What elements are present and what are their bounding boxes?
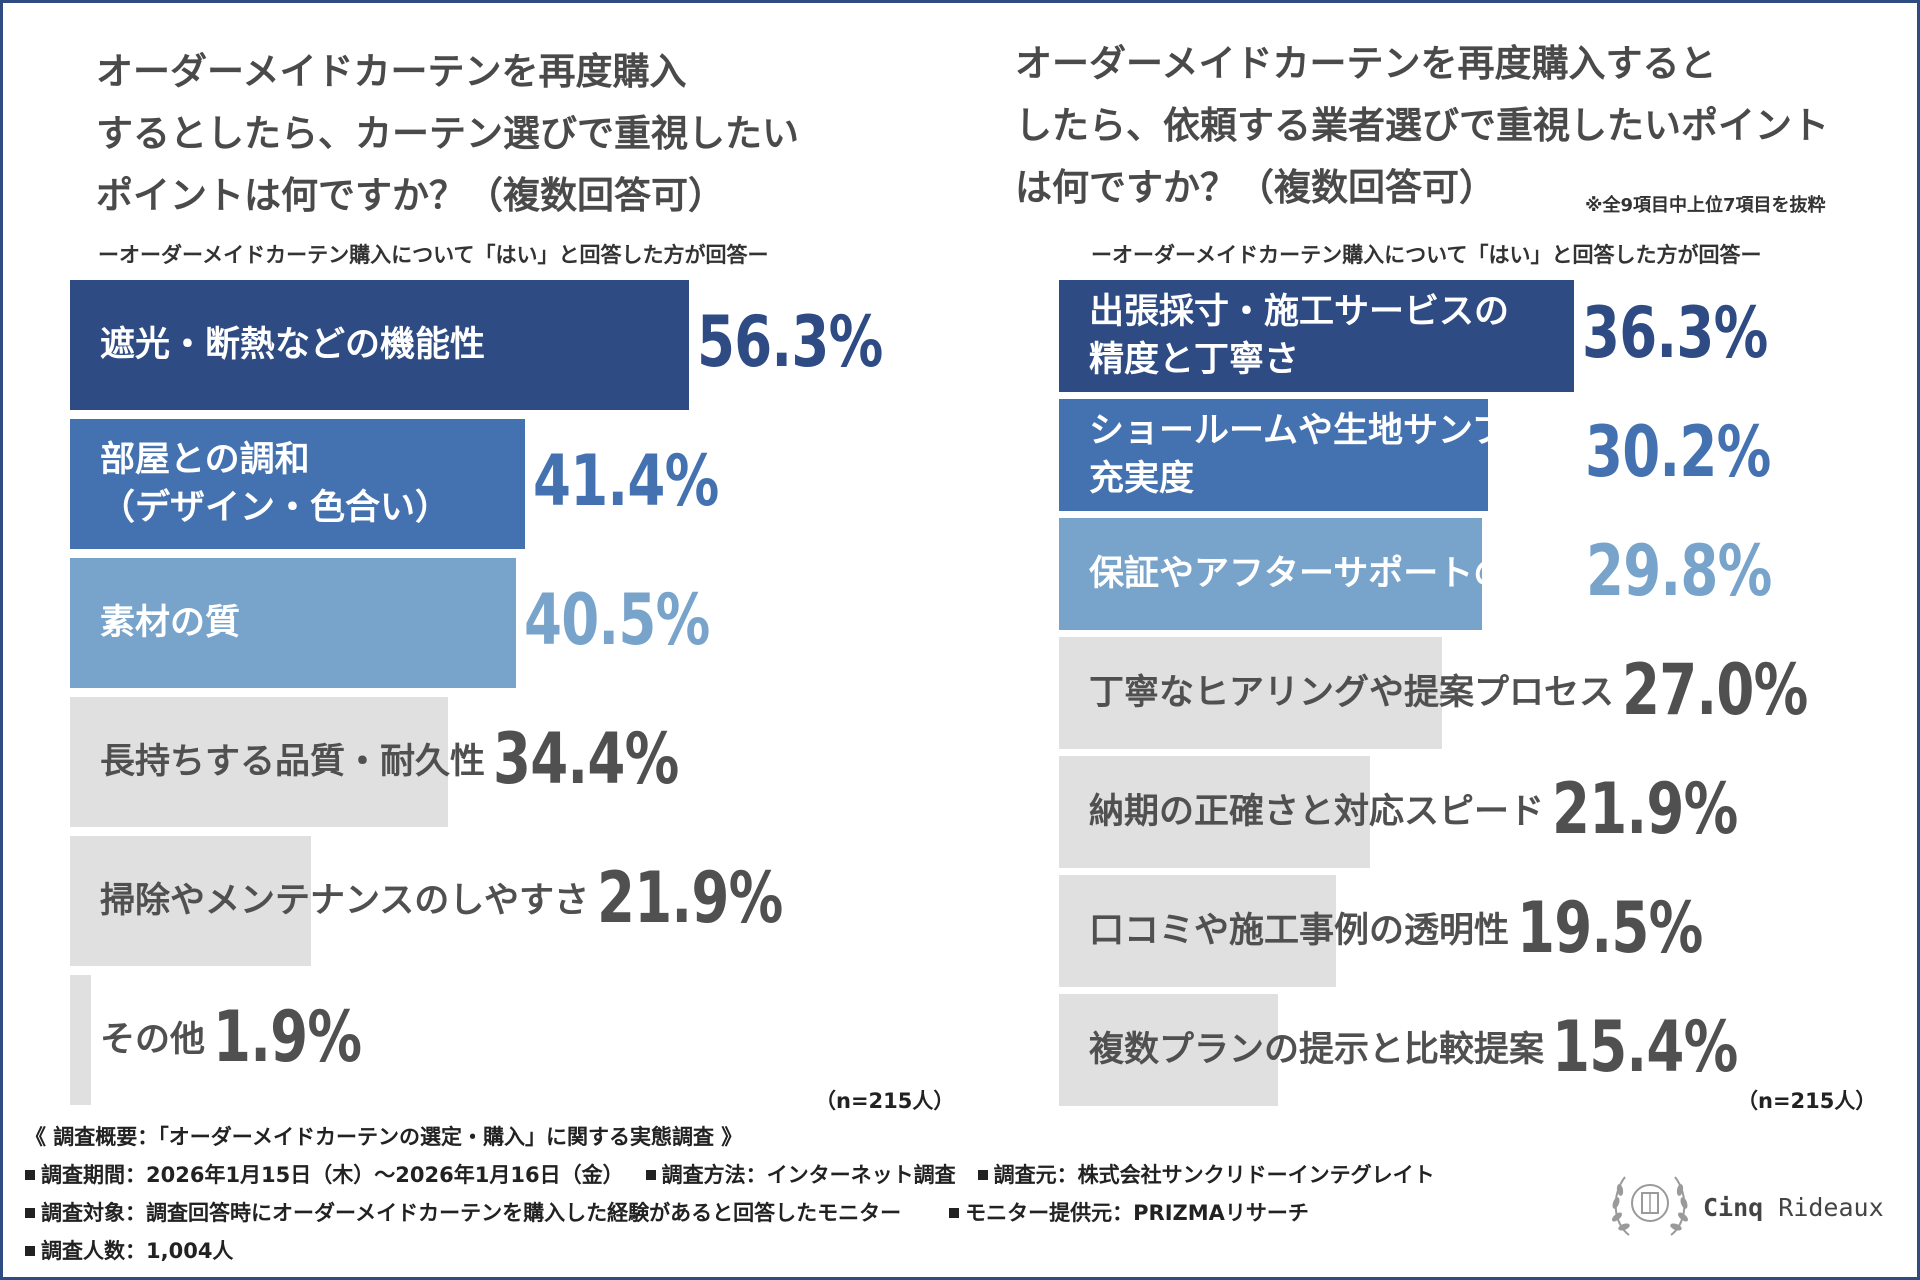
bar-category-label: 丁寧なヒアリングや提案プロセス xyxy=(1089,673,1615,713)
bar-value-label: 21.9% xyxy=(597,857,783,939)
chart-bar xyxy=(70,975,91,1105)
bar-value-label: 56.3% xyxy=(697,301,883,383)
survey-method: 調査方法：インターネット調査 xyxy=(661,1163,956,1187)
bullet-square-icon xyxy=(645,1169,656,1180)
left-bar-chart: 遮光・断熱などの機能性 56.3% 部屋との調和 （デザイン・色合い） 41.4% 素材… xyxy=(70,280,950,1106)
survey-provider: モニター提供元：PRIZMAリサーチ xyxy=(965,1201,1309,1225)
laurel-emblem-icon xyxy=(1612,1176,1688,1236)
chart-bar xyxy=(70,419,526,549)
brand-logo: Cinq Rideaux xyxy=(1607,1165,1907,1245)
bar-category-label: 部屋との調和 （デザイン・色合い） xyxy=(100,440,451,528)
chart-bar xyxy=(70,836,311,966)
bar-value-label: 40.5% xyxy=(523,579,710,661)
chart-bar xyxy=(1059,637,1443,749)
bar-category-label: 素材の質 xyxy=(100,603,241,643)
bar-value-label: 29.8% xyxy=(1586,530,1772,612)
survey-source: 調査元：株式会社サンクリドーインテグレイト xyxy=(993,1163,1435,1187)
bar-category-label: 出張採寸・施工サービスの 精度と丁寧さ xyxy=(1089,292,1510,380)
left-sample-size: （n=215人） xyxy=(815,1089,955,1113)
bullet-square-icon xyxy=(25,1245,35,1256)
right-sample-size: （n=215人） xyxy=(1737,1089,1877,1113)
chart-bar xyxy=(1059,518,1483,630)
survey-target: 調査対象：調査回答時にオーダーメイドカーテンを購入した経験があると回答したモニタ… xyxy=(41,1201,902,1225)
bullet-square-icon xyxy=(977,1169,988,1180)
bar-value-label: 34.4% xyxy=(493,718,679,800)
bar-category-label: その他 xyxy=(100,1020,206,1060)
chart-bar xyxy=(70,558,516,688)
brand-name-rest: Rideaux xyxy=(1763,1193,1884,1222)
left-respondent-note: ーオーダーメイドカーテン購入について「はい」と回答した方が回答ー xyxy=(98,243,769,267)
bar-value-label: 19.5% xyxy=(1517,887,1703,969)
chart-bar xyxy=(70,280,690,410)
bar-value-label: 36.3% xyxy=(1582,292,1768,374)
right-bar-chart: 出張採寸・施工サービスの 精度と丁寧さ 36.3% ショールームや生地サンプルの 充… xyxy=(1059,280,1909,1106)
bar-category-label: 遮光・断熱などの機能性 xyxy=(100,325,486,365)
bullet-square-icon xyxy=(949,1207,960,1218)
survey-count: 調査人数：1,004人 xyxy=(41,1239,234,1263)
right-respondent-note: ーオーダーメイドカーテン購入について「はい」と回答した方が回答ー xyxy=(1091,243,1762,267)
bullet-square-icon xyxy=(25,1169,35,1180)
right-question-title: オーダーメイドカーテンを再度購入すると したら、依頼する業者選びで重視したいポイ… xyxy=(1015,42,1829,209)
bar-category-label: 口コミや施工事例の透明性 xyxy=(1089,911,1510,951)
bar-category-label: 複数プランの提示と比較提案 xyxy=(1089,1030,1545,1070)
survey-row-3: 調査人数：1,004人 xyxy=(25,1232,1585,1270)
survey-overview: 《 調査概要：「オーダーメイドカーテンの選定・購入」に関する実態調査 》 調査期… xyxy=(25,1118,1585,1270)
right-excerpt-note: ※全9項目中上位7項目を抜粋 xyxy=(1585,195,1826,216)
bar-value-label: 1.9% xyxy=(213,996,362,1078)
left-question-title: オーダーメイドカーテンを再度購入 するとしたら、カーテン選びで重視したい ポイン… xyxy=(96,50,799,217)
chart-bar xyxy=(1059,756,1370,868)
survey-row-1: 調査期間：2026年1月15日（木）～2026年1月16日（金） 調査方法：インタ… xyxy=(25,1156,1585,1194)
chart-bar xyxy=(1059,399,1488,511)
bar-value-label: 30.2% xyxy=(1585,411,1771,493)
bar-category-label: 納期の正確さと対応スピード xyxy=(1089,792,1545,832)
chart-bar xyxy=(1059,875,1336,987)
bullet-square-icon xyxy=(25,1207,35,1218)
brand-name: Cinq Rideaux xyxy=(1703,1193,1884,1222)
bar-category-label: ショールームや生地サンプルの 充実度 xyxy=(1089,411,1577,499)
bar-category-label: 保証やアフターサポートの内容 xyxy=(1089,554,1579,594)
chart-bar xyxy=(1059,280,1575,392)
bar-value-label: 21.9% xyxy=(1552,768,1738,850)
bar-category-label: 長持ちする品質・耐久性 xyxy=(100,742,486,782)
survey-period: 調査期間：2026年1月15日（木）～2026年1月16日（金） xyxy=(41,1163,624,1187)
bar-category-label: 掃除やメンテナンスのしやすさ xyxy=(100,881,589,921)
survey-heading: 《 調査概要：「オーダーメイドカーテンの選定・購入」に関する実態調査 》 xyxy=(25,1125,743,1149)
brand-name-bold: Cinq xyxy=(1703,1193,1764,1222)
bar-value-label: 41.4% xyxy=(533,440,719,522)
survey-row-2: 調査対象：調査回答時にオーダーメイドカーテンを購入した経験があると回答したモニタ… xyxy=(25,1194,1585,1232)
bar-value-label: 27.0% xyxy=(1622,649,1808,731)
chart-bar xyxy=(70,697,449,827)
bar-value-label: 15.4% xyxy=(1552,1006,1738,1088)
infographic-frame: オーダーメイドカーテンを再度購入 するとしたら、カーテン選びで重視したい ポイン… xyxy=(3,3,1917,1277)
chart-bar xyxy=(1059,994,1278,1106)
